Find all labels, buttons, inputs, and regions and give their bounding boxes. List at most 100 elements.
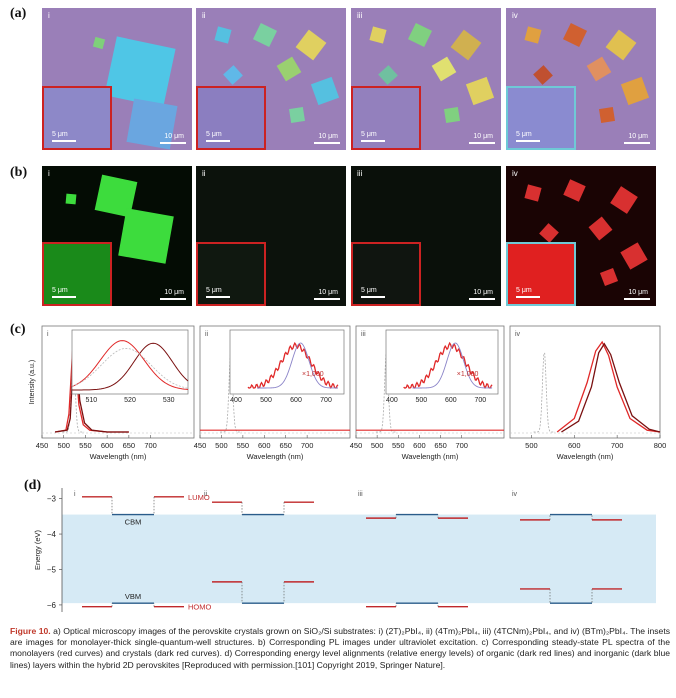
image-a-i: i 5 μm 10 μm (42, 8, 192, 150)
inset-scale-bar (516, 140, 540, 142)
x-tick-label: 500 (371, 441, 384, 450)
image-a-iv: iv 5 μm 10 μm (506, 8, 656, 150)
scale-bar (160, 298, 186, 300)
sub-label: iii (357, 11, 363, 20)
inset-tick-label: 600 (290, 397, 302, 404)
cbm-label: CBM (125, 518, 142, 527)
inset-tick-label: 700 (320, 397, 332, 404)
x-tick-label: 550 (237, 441, 250, 450)
x-tick-label: 600 (258, 441, 271, 450)
inset-scale-label: 5 μm (52, 131, 68, 138)
inset-curve (412, 342, 493, 389)
figure-caption: Figure 10. a) Optical microscopy images … (10, 626, 670, 671)
sub-label: iv (512, 11, 518, 20)
vbm-label: VBM (125, 592, 141, 601)
panel-label-c: (c) (10, 322, 26, 337)
inset-image: 5 μm (42, 242, 112, 306)
scale-label: 10 μm (164, 133, 184, 140)
scale-label: 10 μm (473, 133, 493, 140)
inset-tick-label: 600 (445, 397, 457, 404)
crystal (450, 29, 482, 61)
sub-label: i (48, 169, 50, 178)
x-axis-label: Wavelength (nm) (557, 452, 614, 461)
panel-label-d: (d) (24, 478, 42, 493)
inset-image: 5 μm (42, 86, 112, 150)
inset-scale-label: 5 μm (206, 287, 222, 294)
inset-image: 5 μm (506, 86, 576, 150)
inset-frame (71, 329, 189, 395)
panel-label-a: (a) (10, 6, 27, 21)
y-tick-label: −3 (47, 495, 57, 504)
crystal (378, 65, 398, 85)
crystal (407, 22, 433, 48)
scale-label: 10 μm (628, 289, 648, 296)
crystal (598, 106, 616, 124)
image-a-ii: ii 5 μm 10 μm (196, 8, 346, 150)
x-tick-label: 450 (350, 441, 363, 450)
inset-annotation: ×1,000 (302, 371, 324, 378)
crystal (443, 106, 461, 124)
x-tick-label: 700 (301, 441, 314, 450)
crystal (524, 184, 542, 202)
x-tick-label: 550 (79, 441, 92, 450)
inset-scale-label: 5 μm (361, 287, 377, 294)
scale-label: 10 μm (473, 289, 493, 296)
x-tick-label: 600 (101, 441, 114, 450)
sub-label: iv (512, 169, 518, 178)
lumo-label: LUMO (188, 493, 210, 502)
sub-label: ii (202, 11, 206, 20)
crystal (431, 56, 457, 82)
reference-curve (533, 352, 556, 433)
sub-label: ii (205, 331, 209, 338)
x-tick-label: 700 (611, 441, 624, 450)
inset-curve (71, 347, 189, 389)
crystal (586, 56, 612, 82)
inset-curve (247, 341, 339, 390)
x-tick-label: 450 (36, 441, 49, 450)
inset-image: 5 μm (506, 242, 576, 306)
crystal (599, 267, 619, 287)
crystal (65, 193, 77, 205)
scale-bar (624, 298, 650, 300)
crystal (533, 65, 553, 85)
scale-label: 10 μm (628, 133, 648, 140)
scale-bar (624, 142, 650, 144)
inset-curve (256, 342, 339, 389)
y-tick-label: −5 (47, 565, 57, 574)
crystal (214, 26, 232, 44)
inset-curve (71, 340, 189, 390)
scale-bar (160, 142, 186, 144)
crystal (620, 242, 648, 270)
crystal (605, 29, 637, 61)
sub-label: iii (357, 169, 363, 178)
inset-scale-bar (52, 140, 76, 142)
crystal (563, 179, 586, 202)
inset-image: 5 μm (351, 86, 421, 150)
panel-label-b: (b) (10, 165, 28, 180)
x-tick-label: 450 (194, 441, 207, 450)
image-b-i: i 5 μm 10 μm (42, 166, 192, 306)
series-line (561, 342, 661, 433)
inset-scale-bar (361, 296, 385, 298)
inset-scale-label: 5 μm (206, 131, 222, 138)
x-tick-label: 650 (279, 441, 292, 450)
plot-frame (199, 325, 351, 439)
y-tick-label: −4 (47, 530, 57, 539)
inset-scale-bar (52, 296, 76, 298)
inset-tick-label: 700 (474, 397, 486, 404)
image-a-iii: iii 5 μm 10 μm (351, 8, 501, 150)
inset-scale-bar (361, 140, 385, 142)
sub-label: ii (202, 169, 206, 178)
inset-scale-label: 5 μm (361, 131, 377, 138)
sub-label: i (47, 331, 49, 338)
crystal (252, 22, 278, 48)
x-tick-label: 600 (413, 441, 426, 450)
inset-tick-label: 400 (230, 397, 242, 404)
sub-label: i (74, 491, 76, 498)
crystal (310, 76, 340, 106)
crystal (92, 36, 106, 50)
x-tick-label: 800 (654, 441, 667, 450)
crystal (104, 36, 176, 108)
image-b-ii: ii 5 μm 10 μm (196, 166, 346, 306)
x-tick-label: 700 (455, 441, 468, 450)
